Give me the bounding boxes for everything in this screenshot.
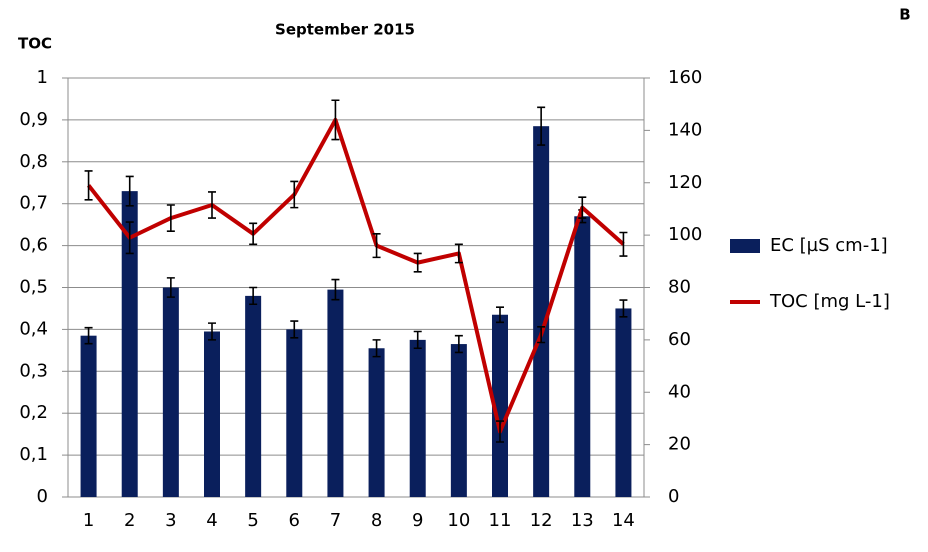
panel-label: B [899, 6, 910, 24]
error-bar [331, 99, 340, 141]
bar [245, 295, 262, 497]
error-bar [578, 196, 587, 219]
y-axis-label: TOC [18, 35, 52, 53]
x-tick-label: 7 [330, 510, 341, 531]
x-tick-label: 11 [489, 510, 512, 531]
error-bar [331, 278, 340, 301]
error-bar [208, 322, 216, 341]
y-tick-label: 0,3 [19, 360, 48, 381]
y2-tick-label: 40 [668, 381, 691, 402]
y-tick-label: 0,6 [19, 235, 48, 256]
bar [121, 191, 138, 497]
bar [162, 287, 179, 497]
x-tick-label: 8 [371, 510, 382, 531]
y2-tick-label: 160 [668, 67, 702, 88]
bar [368, 348, 385, 497]
y-tick-label: 0,5 [19, 277, 48, 298]
bar [533, 126, 550, 497]
bar [574, 216, 591, 497]
error-bar [372, 339, 381, 358]
bar [409, 339, 426, 497]
x-tick-label: 10 [447, 510, 470, 531]
error-bar [249, 222, 258, 246]
error-bar [413, 252, 422, 273]
y2-tick-label: 100 [668, 224, 702, 245]
error-bar [619, 299, 628, 318]
x-tick-label: 2 [124, 510, 135, 531]
y-tick-label: 1 [37, 67, 48, 88]
y-tick-label: 0,8 [19, 151, 48, 172]
y-tick-label: 0,9 [19, 109, 48, 130]
bar [204, 331, 220, 497]
error-bar [166, 277, 175, 298]
y2-tick-label: 80 [668, 277, 691, 298]
error-bar [125, 175, 134, 207]
y-tick-label: 0,4 [19, 318, 48, 339]
error-bar [290, 320, 299, 339]
error-bar [496, 306, 504, 324]
error-bar [496, 420, 504, 443]
error-bar [537, 325, 546, 344]
bar [80, 335, 97, 497]
error-bar [208, 191, 216, 219]
y-tick-label: 0 [37, 486, 48, 507]
y-tick-label: 0,1 [19, 444, 48, 465]
y2-tick-label: 140 [668, 119, 702, 140]
x-tick-label: 9 [412, 510, 423, 531]
error-bar [249, 286, 258, 306]
x-tick-label: 12 [530, 510, 553, 531]
error-bar [413, 330, 422, 350]
y2-tick-label: 20 [668, 434, 691, 455]
x-tick-label: 4 [206, 510, 217, 531]
bar [450, 344, 467, 497]
line [86, 117, 625, 434]
y-tick-label: 0,2 [19, 402, 48, 423]
error-bar [619, 231, 628, 257]
legend-label: EC [µS cm-1] [770, 235, 888, 256]
y-tick-label: 0,7 [19, 193, 48, 214]
chart-title: September 2015 [275, 21, 415, 39]
y2-tick-label: 0 [668, 486, 679, 507]
error-bar [84, 326, 93, 345]
x-tick-label: 3 [165, 510, 176, 531]
y2-tick-label: 60 [668, 329, 691, 350]
x-tick-label: 14 [612, 510, 635, 531]
error-bar [125, 221, 134, 255]
plot-border [67, 77, 645, 498]
x-tick-label: 1 [83, 510, 94, 531]
legend-label: TOC [mg L-1] [769, 291, 890, 312]
x-tick-label: 6 [289, 510, 300, 531]
error-bar [166, 204, 175, 232]
error-bar [372, 233, 381, 259]
error-bar [84, 170, 93, 201]
error-bar [290, 180, 299, 209]
bar [492, 314, 508, 497]
error-bar [537, 106, 546, 146]
bar [286, 329, 303, 497]
x-tick-label: 13 [571, 510, 594, 531]
x-tick-label: 5 [247, 510, 258, 531]
legend-swatch [730, 239, 760, 253]
error-bar [454, 334, 463, 354]
y2-tick-label: 120 [668, 172, 702, 193]
bar [615, 308, 632, 497]
bar [327, 289, 344, 497]
error-bar [454, 243, 463, 264]
